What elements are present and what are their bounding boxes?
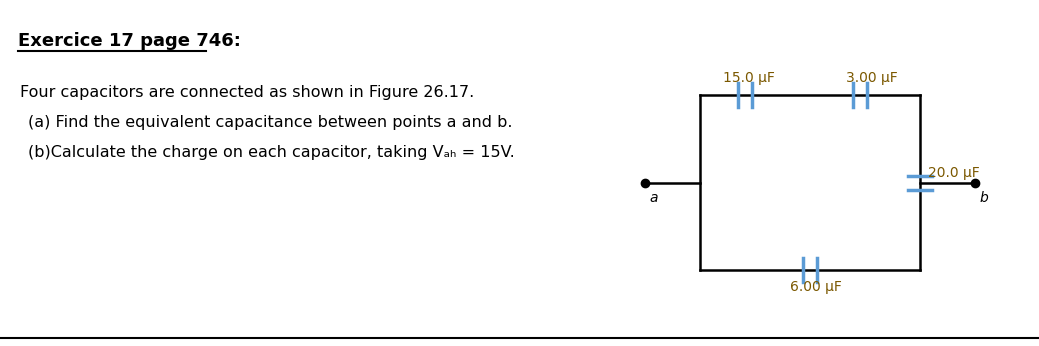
Text: a: a	[649, 191, 658, 204]
Text: (a) Find the equivalent capacitance between points a and b.: (a) Find the equivalent capacitance betw…	[28, 115, 512, 130]
Text: 15.0 μF: 15.0 μF	[723, 71, 775, 85]
Text: (b)Calculate the charge on each capacitor, taking Vₐₕ = 15V.: (b)Calculate the charge on each capacito…	[28, 145, 514, 160]
Text: 20.0 μF: 20.0 μF	[928, 166, 980, 181]
Text: Exercice 17 page 746:: Exercice 17 page 746:	[18, 32, 241, 50]
Text: 6.00 μF: 6.00 μF	[790, 280, 842, 294]
Text: 3.00 μF: 3.00 μF	[846, 71, 898, 85]
Text: Four capacitors are connected as shown in Figure 26.17.: Four capacitors are connected as shown i…	[20, 85, 474, 100]
Text: b: b	[979, 191, 988, 204]
